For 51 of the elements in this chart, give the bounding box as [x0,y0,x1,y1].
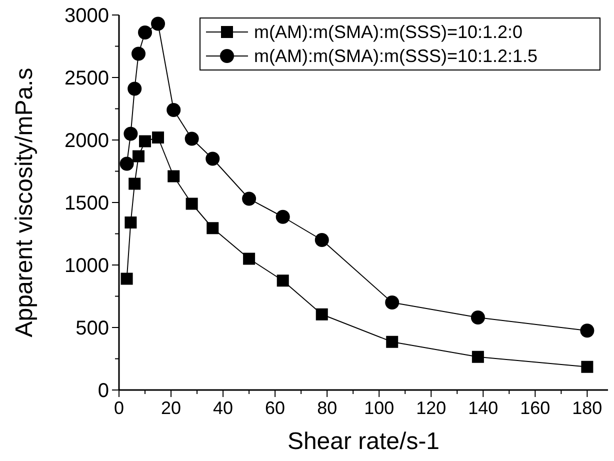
y-tick-label: 2000 [64,130,109,152]
point [581,360,594,373]
x-tick-label: 140 [468,398,498,418]
point [132,150,145,162]
point [186,198,198,210]
point [580,324,594,338]
y-tick-label: 500 [76,318,109,340]
point [206,152,220,166]
y-tick-label: 3000 [64,5,109,27]
x-tick-label: 80 [317,398,338,418]
point [120,272,133,285]
point [316,308,328,320]
point [168,170,180,182]
point [138,26,152,40]
point [152,132,164,144]
point [184,132,199,146]
point [128,82,142,96]
x-tick-label: 40 [213,398,234,418]
point [206,222,219,234]
y-tick-label: 1500 [64,192,109,214]
point [124,126,138,141]
x-tick-label: 20 [161,398,182,418]
point [128,178,141,190]
x-tick-label: 60 [265,398,286,418]
point [242,192,256,206]
x-axis-title: Shear rate/s-1 [287,428,440,455]
point [166,103,181,117]
point [151,16,166,31]
legend-label: m(AM):m(SMA):m(SSS)=10:1.2:0 [254,22,523,42]
y-tick-label: 1000 [64,255,109,277]
point [139,135,152,148]
point [276,274,289,287]
y-axis-title: Apparent viscosity/mPa.s [11,68,38,338]
point [276,210,290,224]
x-tick-label: 160 [520,398,550,418]
x-tick-label: 0 [114,398,124,418]
y-tick-label: 0 [98,380,109,402]
y-tick-label: 2500 [64,68,109,90]
point [120,156,134,171]
point [470,310,485,324]
x-tick-label: 120 [416,398,446,418]
point [243,252,256,265]
legend-label: m(AM):m(SMA):m(SSS)=10:1.2:1.5 [254,46,538,66]
x-tick-label: 180 [572,398,602,418]
point [314,233,329,247]
point [386,336,398,348]
point [385,296,400,310]
x-tick-label: 100 [364,398,394,418]
point [472,350,484,363]
point [124,216,137,228]
point [132,46,146,61]
